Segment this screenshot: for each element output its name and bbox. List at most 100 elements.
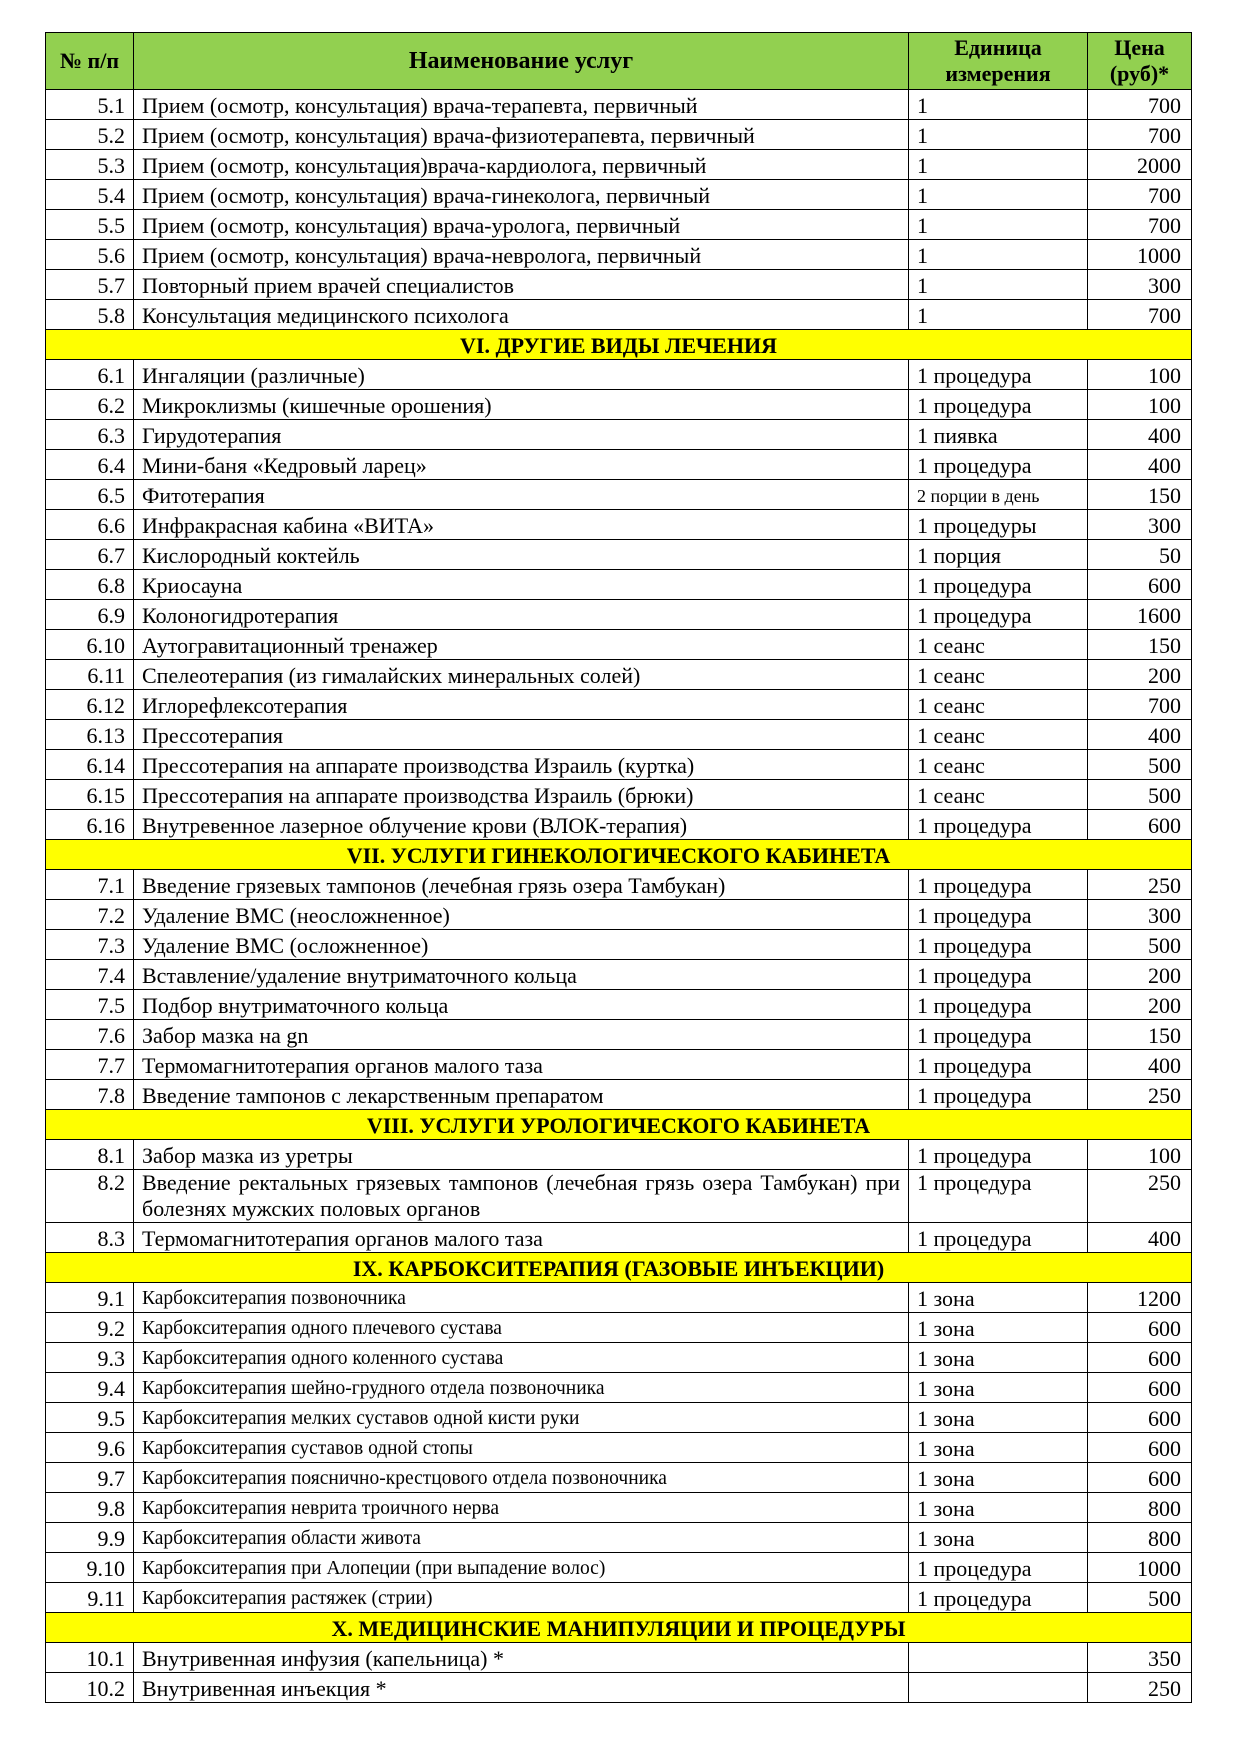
unit-of-measure: 1 процедуры [908, 509, 1088, 540]
row-number: 7.1 [45, 869, 134, 900]
price: 600 [1087, 1462, 1192, 1493]
service-name: Внутривенная инъекция * [133, 1672, 909, 1703]
price: 600 [1087, 1432, 1192, 1463]
service-name: Колоногидротерапия [133, 599, 909, 630]
price: 400 [1087, 419, 1192, 450]
row-number: 6.11 [45, 659, 134, 690]
service-name: Вставление/удаление внутриматочного коль… [133, 959, 909, 990]
row-number: 6.10 [45, 629, 134, 660]
row-number: 7.7 [45, 1049, 134, 1080]
row-number: 7.8 [45, 1079, 134, 1110]
table-row: 6.13 Прессотерапия 1 сеанс 400 [45, 719, 1192, 750]
service-name: Карбокситерапия одного плечевого сустава [133, 1312, 909, 1343]
section-header: X. МЕДИЦИНСКИЕ МАНИПУЛЯЦИИ И ПРОЦЕДУРЫ [45, 1612, 1192, 1643]
table-row: 6.11 Спелеотерапия (из гималайских минера… [45, 659, 1192, 690]
table-row: 6.10 Аутогравитационный тренажер 1 сеанс 15… [45, 629, 1192, 660]
section-title: VIII. УСЛУГИ УРОЛОГИЧЕСКОГО КАБИНЕТА [45, 1109, 1192, 1140]
price: 250 [1087, 1672, 1192, 1703]
price: 700 [1087, 89, 1192, 120]
unit-of-measure: 1 процедура [908, 599, 1088, 630]
unit-of-measure [908, 1672, 1088, 1703]
table-row: 6.7 Кислородный коктейль 1 порция 50 [45, 539, 1192, 570]
row-number: 6.16 [45, 809, 134, 840]
service-name: Карбокситерапия одного коленного сустава [133, 1342, 909, 1373]
unit-of-measure: 1 процедура [908, 1552, 1088, 1583]
price: 300 [1087, 899, 1192, 930]
table-row: 7.4 Вставление/удаление внутриматочного к… [45, 959, 1192, 990]
table-row: 9.7 Карбокситерапия пояснично-крестцового… [45, 1462, 1192, 1493]
table-row: 10.1 Внутривенная инфузия (капельница) *… [45, 1642, 1192, 1673]
table-row: 9.3 Карбокситерапия одного коленного суст… [45, 1342, 1192, 1373]
price: 500 [1087, 929, 1192, 960]
section-title: VII. УСЛУГИ ГИНЕКОЛОГИЧЕСКОГО КАБИНЕТА [45, 839, 1192, 870]
price: 700 [1087, 209, 1192, 240]
row-number: 9.8 [45, 1492, 134, 1523]
price: 100 [1087, 1139, 1192, 1170]
table-header: № п/п Наименование услуг Единица измерен… [45, 32, 1192, 90]
unit-of-measure: 1 процедура [908, 1079, 1088, 1110]
unit-of-measure: 1 процедура [908, 1019, 1088, 1050]
row-number: 6.15 [45, 779, 134, 810]
service-name: Введение грязевых тампонов (лечебная гря… [133, 869, 909, 900]
price: 700 [1087, 689, 1192, 720]
unit-of-measure: 1 сеанс [908, 629, 1088, 660]
unit-of-measure [908, 1642, 1088, 1673]
table-row: 5.1 Прием (осмотр, консультация) врача-те… [45, 89, 1192, 120]
service-name: Прием (осмотр, консультация) врача-терап… [133, 89, 909, 120]
row-number: 9.11 [45, 1582, 134, 1613]
row-number: 5.2 [45, 119, 134, 150]
price: 500 [1087, 1582, 1192, 1613]
unit-of-measure: 1 [908, 89, 1088, 120]
price: 300 [1087, 509, 1192, 540]
price: 200 [1087, 959, 1192, 990]
table-row: 5.4 Прием (осмотр, консультация) врача-ги… [45, 179, 1192, 210]
price-table: № п/п Наименование услуг Единица измерен… [45, 32, 1192, 1703]
price: 250 [1087, 1079, 1192, 1110]
table-row: 9.8 Карбокситерапия неврита троичного нер… [45, 1492, 1192, 1523]
row-number: 5.5 [45, 209, 134, 240]
unit-of-measure: 1 сеанс [908, 749, 1088, 780]
row-number: 9.10 [45, 1552, 134, 1583]
service-name: Карбокситерапия шейно-грудного отдела по… [133, 1372, 909, 1403]
price: 200 [1087, 659, 1192, 690]
unit-of-measure: 1 процедура [908, 389, 1088, 420]
table-row: 5.3 Прием (осмотр, консультация)врача-кар… [45, 149, 1192, 180]
row-number: 6.8 [45, 569, 134, 600]
row-number: 6.14 [45, 749, 134, 780]
row-number: 9.4 [45, 1372, 134, 1403]
row-number: 6.4 [45, 449, 134, 480]
price: 600 [1087, 1372, 1192, 1403]
service-name: Подбор внутриматочного кольца [133, 989, 909, 1020]
row-number: 6.3 [45, 419, 134, 450]
service-name: Карбокситерапия неврита троичного нерва [133, 1492, 909, 1523]
service-name: Карбокситерапия растяжек (стрии) [133, 1582, 909, 1613]
service-name: Карбокситерапия позвоночника [133, 1282, 909, 1313]
price: 800 [1087, 1492, 1192, 1523]
table-row: 8.2 Введение ректальных грязевых тампонов… [45, 1169, 1192, 1223]
row-number: 5.7 [45, 269, 134, 300]
unit-of-measure: 1 процедура [908, 959, 1088, 990]
section-title: X. МЕДИЦИНСКИЕ МАНИПУЛЯЦИИ И ПРОЦЕДУРЫ [45, 1612, 1192, 1643]
unit-of-measure: 1 сеанс [908, 779, 1088, 810]
table-row: 6.12 Иглорефлексотерапия 1 сеанс 700 [45, 689, 1192, 720]
table-row: 5.2 Прием (осмотр, консультация) врача-фи… [45, 119, 1192, 150]
service-name: Прием (осмотр, консультация)врача-кардио… [133, 149, 909, 180]
table-row: 9.4 Карбокситерапия шейно-грудного отдела… [45, 1372, 1192, 1403]
service-name: Внутревенное лазерное облучение крови (В… [133, 809, 909, 840]
service-name: Прессотерапия [133, 719, 909, 750]
price: 50 [1087, 539, 1192, 570]
table-row: 6.6 Инфракрасная кабина «ВИТА» 1 процедуры… [45, 509, 1192, 540]
price: 400 [1087, 719, 1192, 750]
section-title: VI. ДРУГИЕ ВИДЫ ЛЕЧЕНИЯ [45, 329, 1192, 360]
price: 600 [1087, 569, 1192, 600]
price: 600 [1087, 809, 1192, 840]
table-row: 10.2 Внутривенная инъекция * 250 [45, 1672, 1192, 1703]
unit-of-measure: 1 зона [908, 1372, 1088, 1403]
row-number: 6.9 [45, 599, 134, 630]
row-number: 10.1 [45, 1642, 134, 1673]
table-row: 5.6 Прием (осмотр, консультация) врача-не… [45, 239, 1192, 270]
table-row: 5.8 Консультация медицинского психолога 1 7… [45, 299, 1192, 330]
price: 700 [1087, 299, 1192, 330]
table-row: 7.1 Введение грязевых тампонов (лечебная … [45, 869, 1192, 900]
row-number: 5.4 [45, 179, 134, 210]
